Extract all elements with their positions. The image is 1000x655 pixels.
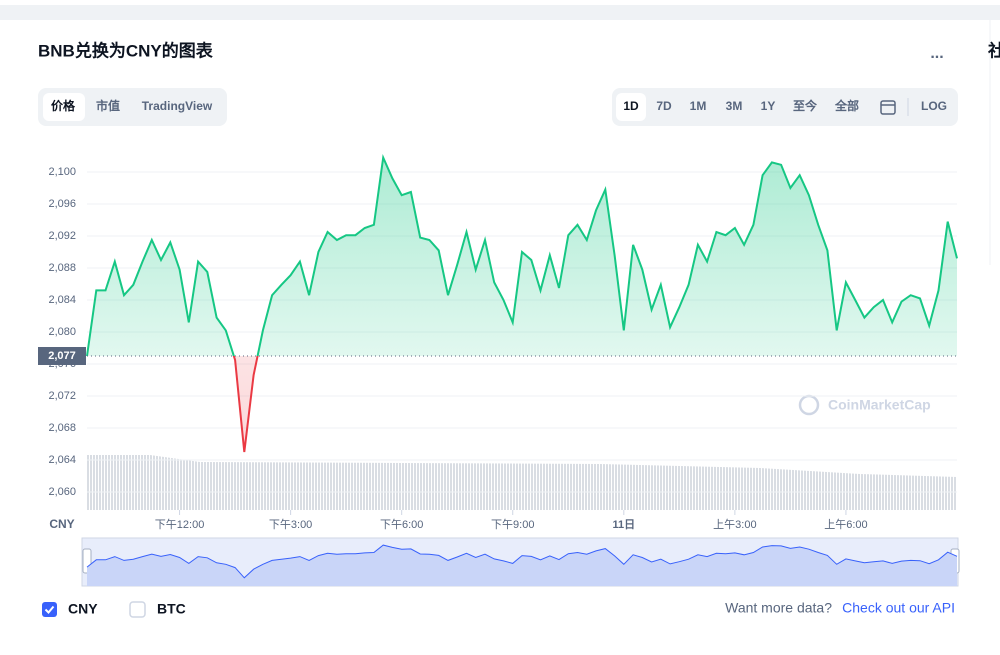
- legend-entry[interactable]: CNY: [68, 601, 98, 617]
- x-tick-label: 下午6:00: [380, 518, 423, 531]
- range-button[interactable]: 全部: [834, 98, 859, 113]
- tab-group: [38, 88, 227, 126]
- x-tick-label: 上午6:00: [824, 518, 867, 531]
- range-button[interactable]: 7D: [656, 99, 672, 113]
- legend-entry[interactable]: BTC: [157, 601, 186, 617]
- volume-backdrop: [87, 455, 957, 510]
- y-tick-label: 2,072: [48, 390, 76, 402]
- range-button[interactable]: 至今: [793, 98, 818, 113]
- y-tick-label: 2,068: [48, 422, 76, 434]
- y-tick-label: 2,084: [48, 294, 76, 306]
- y-tick-label: 2,060: [48, 486, 76, 498]
- nav-area: [87, 545, 957, 586]
- prompt: Want more data?: [725, 600, 832, 616]
- y-tick-label: 2,080: [48, 326, 76, 338]
- side-heading: 社: [987, 40, 1000, 60]
- range-button[interactable]: 1D: [623, 99, 639, 113]
- range-button[interactable]: 1Y: [761, 99, 776, 113]
- range-button[interactable]: 3M: [726, 99, 743, 113]
- tab-selected: [43, 93, 85, 121]
- y-tick-label: 2,100: [48, 166, 76, 178]
- y-tick-label: 2,064: [48, 454, 76, 466]
- watermark-text: CoinMarketCap: [828, 397, 931, 413]
- api-link[interactable]: Check out our API: [842, 600, 955, 616]
- checkbox[interactable]: [129, 601, 146, 618]
- price-line-up: [86, 153, 958, 356]
- current-price: 2,077: [48, 350, 76, 362]
- watermark: CoinMarketCap: [798, 394, 931, 416]
- x-tick-label: 下午12:00: [155, 518, 205, 531]
- log-button[interactable]: LOG: [921, 99, 947, 113]
- calendar-icon[interactable]: [880, 100, 896, 115]
- x-tick-label: 下午3:00: [269, 518, 312, 531]
- nav-line: [86, 544, 958, 579]
- x-tick-label: 11日: [612, 518, 635, 531]
- check-mark: [44, 605, 55, 614]
- tab[interactable]: TradingView: [142, 99, 213, 113]
- y-axis-label: CNY: [49, 517, 74, 531]
- range-group: [612, 88, 958, 126]
- more-menu[interactable]: ...: [930, 45, 943, 62]
- top-strip: [0, 5, 1000, 20]
- area-up: [87, 157, 957, 356]
- current-price-tag: [38, 347, 86, 365]
- y-tick-label: 2,096: [48, 198, 76, 210]
- range-button[interactable]: 1M: [690, 99, 707, 113]
- y-tick-label: 2,092: [48, 230, 76, 242]
- tab[interactable]: 市值: [96, 98, 120, 113]
- chart-title: BNB兑换为CNY的图表: [38, 40, 214, 60]
- x-tick-label: 下午9:00: [491, 518, 534, 531]
- x-tick-label: 上午3:00: [713, 518, 756, 531]
- checkbox-checked[interactable]: [42, 602, 57, 617]
- range-selected: [616, 93, 646, 121]
- tab[interactable]: 价格: [51, 98, 76, 113]
- y-tick-label: 2,088: [48, 262, 76, 274]
